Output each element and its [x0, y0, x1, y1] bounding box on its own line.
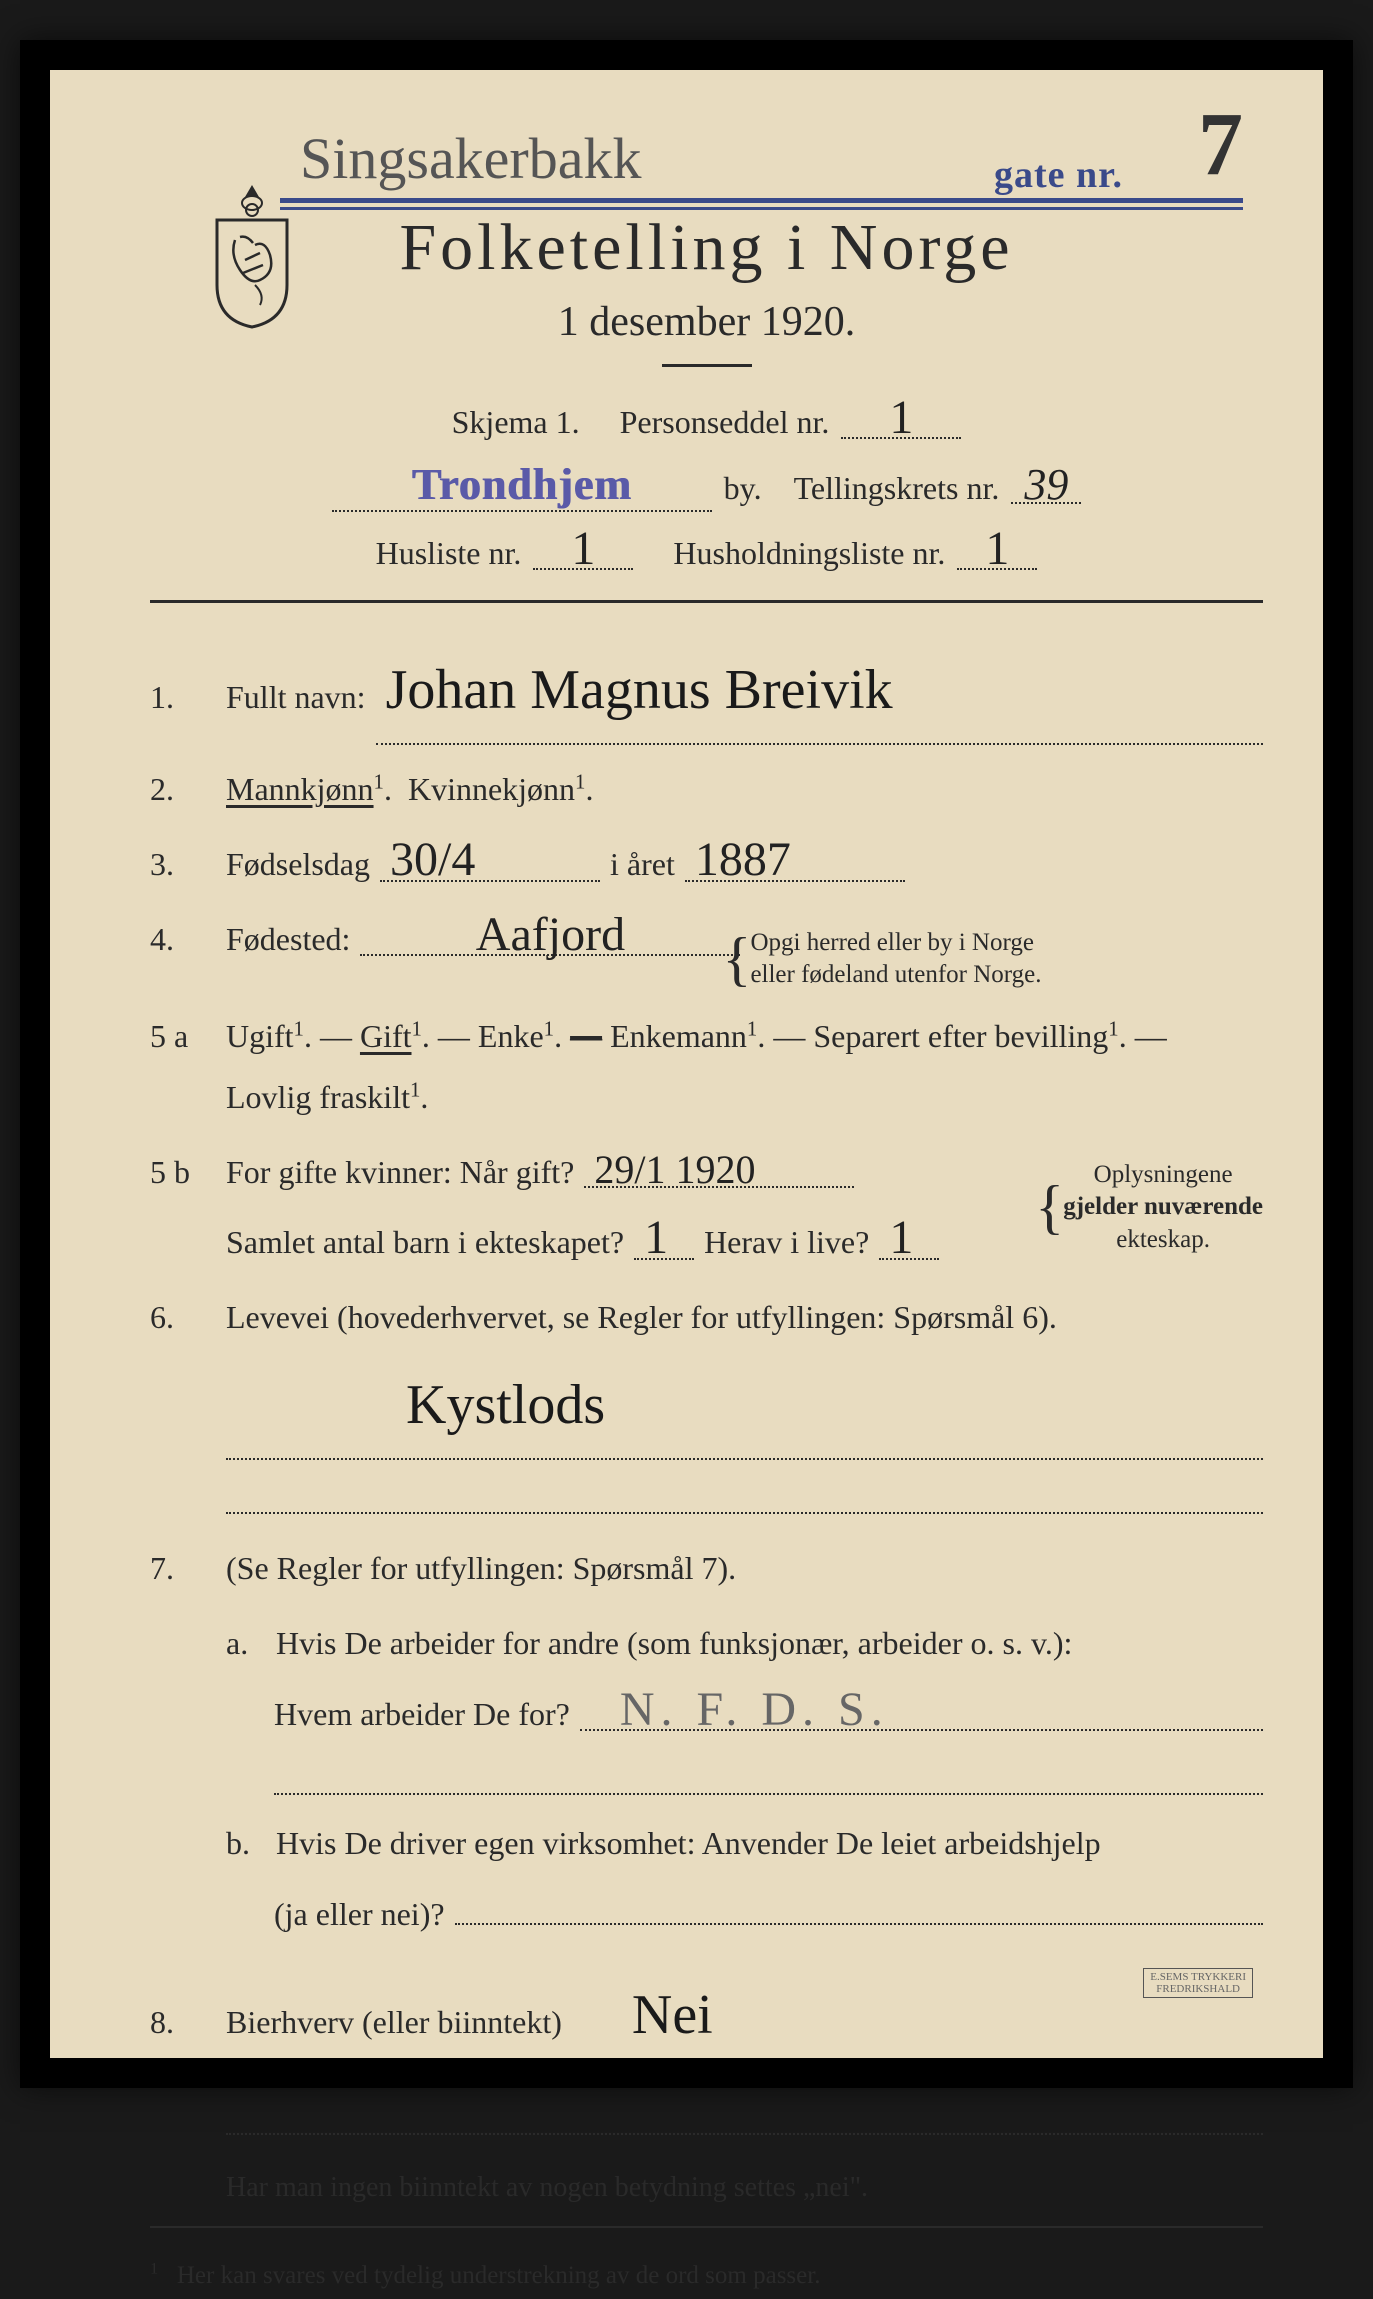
q5a-enke: Enke — [478, 1018, 544, 1054]
q2-kvinne: Kvinnekjønn — [408, 771, 575, 807]
q7b-label2: (ja eller nei)? — [274, 1884, 445, 1945]
street-stamp-label: gate nr. — [994, 153, 1123, 197]
q8-row: 8. Bierhverv (eller biinntekt) Nei — [150, 1962, 1263, 2070]
personseddel-nr: 1 — [841, 399, 961, 439]
q5a-row: 5 a Ugift1. — Gift1. — Enke1. — Enkemann… — [150, 1006, 1263, 1128]
q4-label: Fødested: — [226, 909, 350, 970]
q1-row: 1. Fullt navn: Johan Magnus Breivik — [150, 637, 1263, 745]
q5a-fraskilt: Lovlig fraskilt — [226, 1079, 410, 1115]
q7a-row: a. Hvis De arbeider for andre (som funks… — [226, 1613, 1263, 1795]
by-label: by. — [724, 470, 762, 507]
q5b-barn-live: 1 — [879, 1219, 939, 1259]
husliste-nr: 1 — [533, 530, 633, 570]
husholdning-nr: 1 — [957, 530, 1037, 570]
q4-row: 4. Fødested: Aafjord Opgi herred eller b… — [150, 909, 1263, 992]
q5b-gift-year: 29/1 1920 — [584, 1154, 854, 1188]
divider-1 — [150, 600, 1263, 603]
title-block: Folketelling i Norge 1 desember 1920. — [150, 210, 1263, 367]
street-underline-2 — [280, 207, 1243, 210]
street-number: 7 — [1198, 93, 1243, 196]
q7b-label1: Hvis De driver egen virksomhet: Anvender… — [276, 1813, 1101, 1874]
q5b-barn-total: 1 — [634, 1219, 694, 1259]
q1-value: Johan Magnus Breivik — [376, 637, 1263, 745]
street-name-handwritten: Singsakerbakk — [300, 125, 642, 192]
q1-num: 1. — [150, 667, 210, 728]
q5b-num: 5 b — [150, 1142, 210, 1203]
q7b-row: b. Hvis De driver egen virksomhet: Anven… — [226, 1813, 1263, 1945]
q3-row: 3. Fødselsdag 30/4 i året 1887 — [150, 834, 1263, 895]
q3-day: 30/4 — [380, 841, 600, 881]
q3-year-label: i året — [610, 834, 675, 895]
q2-mann: Mannkjønn — [226, 771, 374, 807]
q3-year: 1887 — [685, 841, 905, 881]
divider-2 — [150, 2226, 1263, 2228]
footer-note1: Har man ingen biinntekt av nogen betydni… — [226, 2161, 1263, 2214]
q4-num: 4. — [150, 909, 210, 970]
q2-num: 2. — [150, 759, 210, 820]
printer-mark: E.SEMS TRYKKERI FREDRIKSHALD — [1143, 1968, 1253, 1998]
footer-note2: 1 Her kan svares ved tydelig understrekn… — [150, 2252, 1263, 2299]
q6-value: Kystlods — [226, 1352, 1263, 1460]
q5a-num: 5 a — [150, 1006, 210, 1067]
form-body: 1. Fullt navn: Johan Magnus Breivik 2. M… — [150, 637, 1263, 2299]
q3-num: 3. — [150, 834, 210, 895]
personseddel-label: Personseddel nr. — [620, 404, 830, 441]
q7-label: (Se Regler for utfyllingen: Spørsmål 7). — [226, 1538, 736, 1599]
tellingskrets-label: Tellingskrets nr. — [794, 470, 1000, 507]
q5a-gift: Gift — [360, 1018, 412, 1054]
husholdning-label: Husholdningsliste nr. — [673, 535, 945, 572]
street-header: Singsakerbakk gate nr. 7 — [300, 135, 1233, 205]
q3-label: Fødselsdag — [226, 834, 370, 895]
q1-label: Fullt navn: — [226, 667, 366, 728]
q5a-enkemann: Enkemann — [610, 1018, 747, 1054]
q6-row: 6. Levevei (hovederhvervet, se Regler fo… — [150, 1287, 1263, 1514]
q8-label: Bierhverv (eller biinntekt) — [226, 1992, 562, 2053]
tellingskrets-nr: 39 — [1011, 467, 1081, 504]
q5b-label2: Samlet antal barn i ekteskapet? — [226, 1212, 624, 1273]
q5a-ugift: Ugift — [226, 1018, 294, 1054]
q7b-num: b. — [226, 1813, 266, 1874]
q5b-label3: Herav i live? — [704, 1212, 869, 1273]
husliste-label: Husliste nr. — [376, 535, 522, 572]
q5b-side-note: Oplysningene gjelder nuværende ekteskap. — [1063, 1159, 1263, 1257]
q7a-value: N. F. D. S. — [580, 1691, 1263, 1731]
q8-num: 8. — [150, 1992, 210, 2053]
q7-num: 7. — [150, 1538, 210, 1599]
title-sub: 1 desember 1920. — [150, 298, 1263, 346]
header-fields: Skjema 1. Personseddel nr. 1 Trondhjem b… — [150, 399, 1263, 572]
q7a-label1: Hvis De arbeider for andre (som funksjon… — [276, 1613, 1072, 1674]
coat-of-arms-icon — [205, 185, 300, 330]
q5b-row: 5 b For gifte kvinner: Når gift? 29/1 19… — [150, 1142, 1263, 1274]
q5a-separert: Separert efter bevilling — [813, 1018, 1108, 1054]
title-rule — [662, 364, 752, 367]
city-stamp: Trondhjem — [332, 459, 712, 512]
q6-num: 6. — [150, 1287, 210, 1348]
q7a-num: a. — [226, 1613, 266, 1674]
skjema-label: Skjema 1. — [452, 404, 580, 441]
census-form-page: Singsakerbakk gate nr. 7 Folketelling i … — [20, 40, 1353, 2088]
q6-label: Levevei (hovederhvervet, se Regler for u… — [226, 1287, 1057, 1348]
q4-side-note: Opgi herred eller by i Norge eller fødel… — [750, 927, 1041, 992]
q2-row: 2. Mannkjønn1. Kvinnekjønn1. — [150, 759, 1263, 820]
q5b-label1: For gifte kvinner: Når gift? — [226, 1142, 574, 1203]
street-underline — [280, 198, 1243, 203]
q7-row: 7. (Se Regler for utfyllingen: Spørsmål … — [150, 1538, 1263, 1599]
q4-value: Aafjord — [360, 916, 740, 956]
title-main: Folketelling i Norge — [150, 210, 1263, 286]
q7a-label2: Hvem arbeider De for? — [274, 1684, 570, 1745]
